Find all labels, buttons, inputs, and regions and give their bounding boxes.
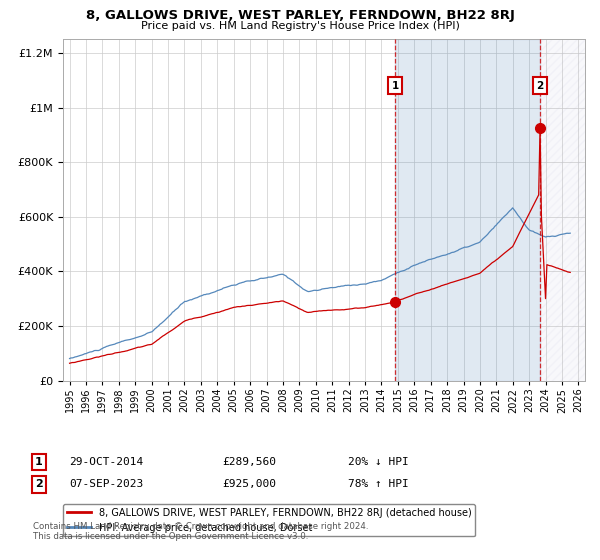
Legend: 8, GALLOWS DRIVE, WEST PARLEY, FERNDOWN, BH22 8RJ (detached house), HPI: Average: 8, GALLOWS DRIVE, WEST PARLEY, FERNDOWN,…	[62, 504, 475, 536]
Bar	[540, 39, 585, 381]
Text: £925,000: £925,000	[222, 479, 276, 489]
Text: 07-SEP-2023: 07-SEP-2023	[69, 479, 143, 489]
Text: 29-OCT-2014: 29-OCT-2014	[69, 457, 143, 467]
Text: 20% ↓ HPI: 20% ↓ HPI	[348, 457, 409, 467]
Text: 2: 2	[35, 479, 43, 489]
Bar	[395, 39, 540, 381]
Text: Contains HM Land Registry data © Crown copyright and database right 2024.
This d: Contains HM Land Registry data © Crown c…	[33, 522, 368, 542]
Text: £289,560: £289,560	[222, 457, 276, 467]
Text: 78% ↑ HPI: 78% ↑ HPI	[348, 479, 409, 489]
Text: 8, GALLOWS DRIVE, WEST PARLEY, FERNDOWN, BH22 8RJ: 8, GALLOWS DRIVE, WEST PARLEY, FERNDOWN,…	[86, 9, 514, 22]
Text: Price paid vs. HM Land Registry's House Price Index (HPI): Price paid vs. HM Land Registry's House …	[140, 21, 460, 31]
Text: 2: 2	[536, 81, 544, 91]
Text: 1: 1	[391, 81, 399, 91]
Text: 1: 1	[35, 457, 43, 467]
